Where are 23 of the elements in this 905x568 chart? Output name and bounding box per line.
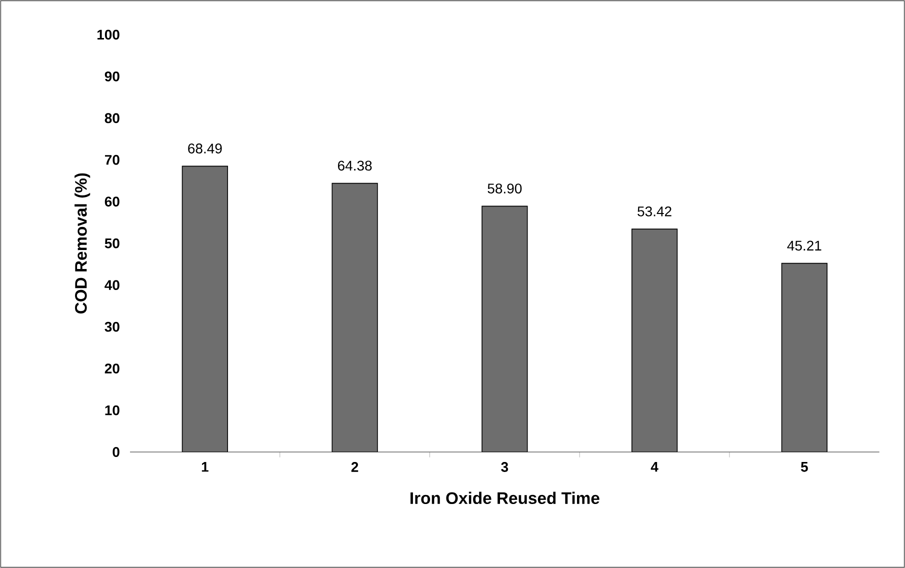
- data-label: 53.42: [638, 206, 672, 216]
- data-label: 45.21: [787, 240, 822, 251]
- x-tick-label: 2: [351, 462, 358, 472]
- x-tick-label: 3: [501, 462, 508, 472]
- y-tick-label: 0: [112, 447, 120, 457]
- y-tick-label: 80: [104, 113, 120, 124]
- data-label: 58.90: [488, 184, 522, 194]
- y-axis-title: COD Removal (%): [74, 173, 90, 314]
- x-axis-title: Iron Oxide Reused Time: [410, 492, 600, 504]
- y-tick-label: 70: [104, 154, 120, 165]
- y-tick-label: 60: [104, 196, 120, 207]
- data-label: 68.49: [188, 144, 222, 154]
- x-tick-label: 1: [202, 462, 208, 472]
- y-tick-label: 90: [104, 71, 120, 82]
- y-tick-label: 40: [104, 280, 120, 290]
- y-tick-label: 50: [104, 238, 120, 248]
- y-tick-label: 20: [104, 364, 120, 374]
- x-tick-label: 4: [650, 462, 658, 472]
- y-tick-label: 100: [97, 30, 120, 40]
- x-tick-label: 5: [800, 462, 808, 472]
- y-tick-label: 10: [105, 405, 120, 416]
- y-tick-label: 30: [104, 322, 120, 332]
- data-label: 64.38: [338, 160, 372, 171]
